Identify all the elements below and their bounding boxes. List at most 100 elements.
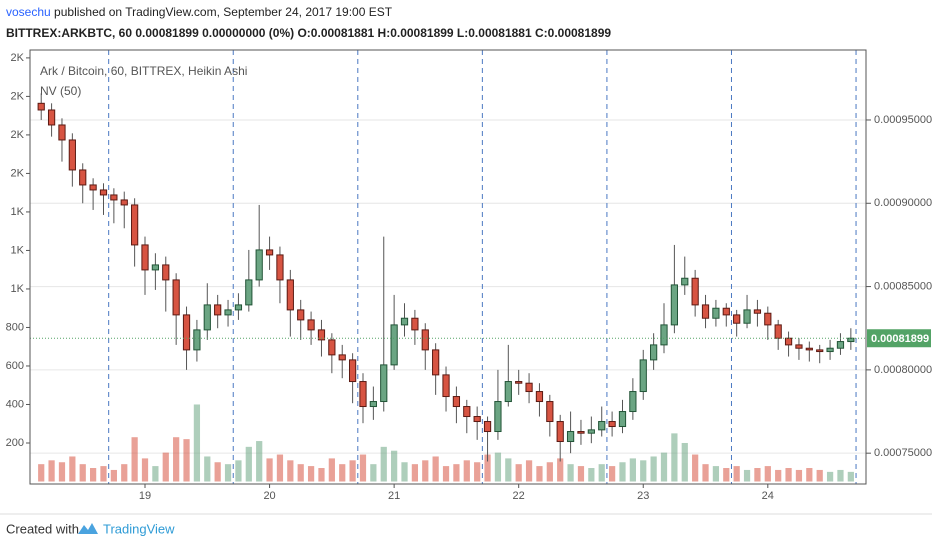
candle-body	[421, 329, 429, 351]
candle-body	[390, 324, 398, 366]
candle-body	[712, 307, 720, 319]
candle-body	[110, 194, 118, 201]
volume-bar	[79, 464, 86, 482]
x-tick-label: 20	[263, 490, 275, 502]
y-tick-label: 0.00075000	[874, 447, 932, 459]
volume-bar	[764, 466, 771, 482]
volume-bar	[100, 466, 107, 482]
candle-body	[276, 254, 284, 281]
volume-bar	[328, 458, 335, 482]
candle-body	[618, 411, 627, 428]
vol-tick-label: 200	[6, 437, 24, 449]
y-tick-label: 0.00080000	[874, 364, 932, 376]
candle-body	[245, 279, 253, 306]
candle-body	[722, 307, 730, 316]
candle-body	[774, 324, 782, 339]
volume-bar	[401, 462, 408, 482]
candle-body	[131, 204, 139, 246]
candle-body	[172, 279, 180, 316]
volume-bar	[608, 466, 616, 482]
series-title: Ark / Bitcoin, 60, BITTREX, Heikin Ashi	[40, 64, 247, 78]
candle-body	[764, 312, 772, 326]
candle-body	[265, 249, 274, 256]
volume-bar	[131, 437, 138, 482]
volume-bar	[256, 441, 263, 482]
vol-tick-label: 2K	[11, 167, 25, 179]
volume-bar	[816, 469, 823, 482]
vol-tick-label: 800	[6, 321, 24, 333]
volume-bar	[619, 462, 626, 482]
author[interactable]: vosechu	[6, 5, 51, 19]
vol-tick-label: 600	[6, 360, 24, 372]
volume-bar	[837, 469, 844, 482]
volume-bar	[173, 437, 180, 482]
candle-body	[816, 349, 824, 353]
volume-bar	[110, 469, 117, 482]
candle-body	[58, 124, 66, 141]
candle-body	[286, 279, 294, 311]
candle-body	[608, 421, 616, 428]
volume-bar	[847, 471, 854, 482]
candle-body	[681, 277, 689, 286]
candle-body	[494, 401, 502, 433]
candle-body	[473, 416, 481, 423]
candle-body	[68, 139, 76, 171]
volume-bar	[339, 464, 346, 482]
candle-body	[89, 184, 97, 191]
volume-bar	[494, 452, 502, 482]
volume-bar	[318, 468, 325, 482]
candle-body	[847, 337, 855, 343]
volume-bar	[38, 464, 45, 482]
candle-body	[442, 374, 450, 398]
candle-body	[650, 344, 658, 361]
candle-body	[805, 347, 813, 351]
candle-body	[47, 109, 56, 126]
y-tick-label: 0.00085000	[874, 280, 932, 292]
last-price-box	[867, 329, 931, 348]
volume-bar	[162, 452, 169, 482]
volume-bar	[743, 469, 751, 482]
candle-body	[546, 401, 554, 423]
volume-bar	[89, 468, 97, 482]
volume-bar	[775, 469, 782, 482]
volume-bar	[671, 433, 678, 482]
header-line: vosechu published on TradingView.com, Se…	[6, 5, 393, 19]
volume-bar	[307, 466, 315, 482]
volume-bar	[692, 454, 699, 482]
vol-tick-label: 2K	[11, 90, 25, 102]
volume-bar	[380, 446, 387, 482]
candle-body	[504, 381, 512, 403]
volume-bar	[577, 466, 585, 482]
candle-body	[120, 199, 128, 206]
volume-bar	[152, 466, 159, 482]
volume-bar	[235, 460, 242, 482]
vol-tick-label: 2K	[11, 52, 25, 64]
candle-body	[141, 244, 149, 271]
plot-frame	[29, 49, 867, 485]
volume-bar	[785, 468, 792, 482]
volume-bar	[723, 468, 730, 482]
volume-bar	[640, 460, 647, 482]
volume-bar	[650, 456, 657, 482]
candle-body	[79, 169, 87, 186]
volume-bar	[712, 466, 720, 482]
candle-body	[255, 249, 263, 281]
footer-brand[interactable]: TradingView	[103, 521, 175, 536]
y-tick-label: 0.00090000	[874, 197, 932, 209]
candle-body	[691, 277, 699, 306]
volume-bar	[121, 464, 128, 482]
candle-body	[556, 421, 564, 443]
candle-body	[182, 314, 191, 351]
volume-bar	[733, 466, 740, 482]
volume-bar	[391, 450, 398, 482]
y-tick-label: 0.00095000	[874, 114, 932, 126]
volume-bar	[754, 468, 761, 482]
volume-bar	[515, 464, 522, 482]
volume-bar	[58, 462, 66, 482]
volume-bar	[183, 439, 190, 482]
volume-bar	[598, 464, 605, 482]
vol-tick-label: 1K	[11, 244, 25, 256]
candle-body	[670, 284, 679, 326]
candle-body	[515, 381, 523, 384]
